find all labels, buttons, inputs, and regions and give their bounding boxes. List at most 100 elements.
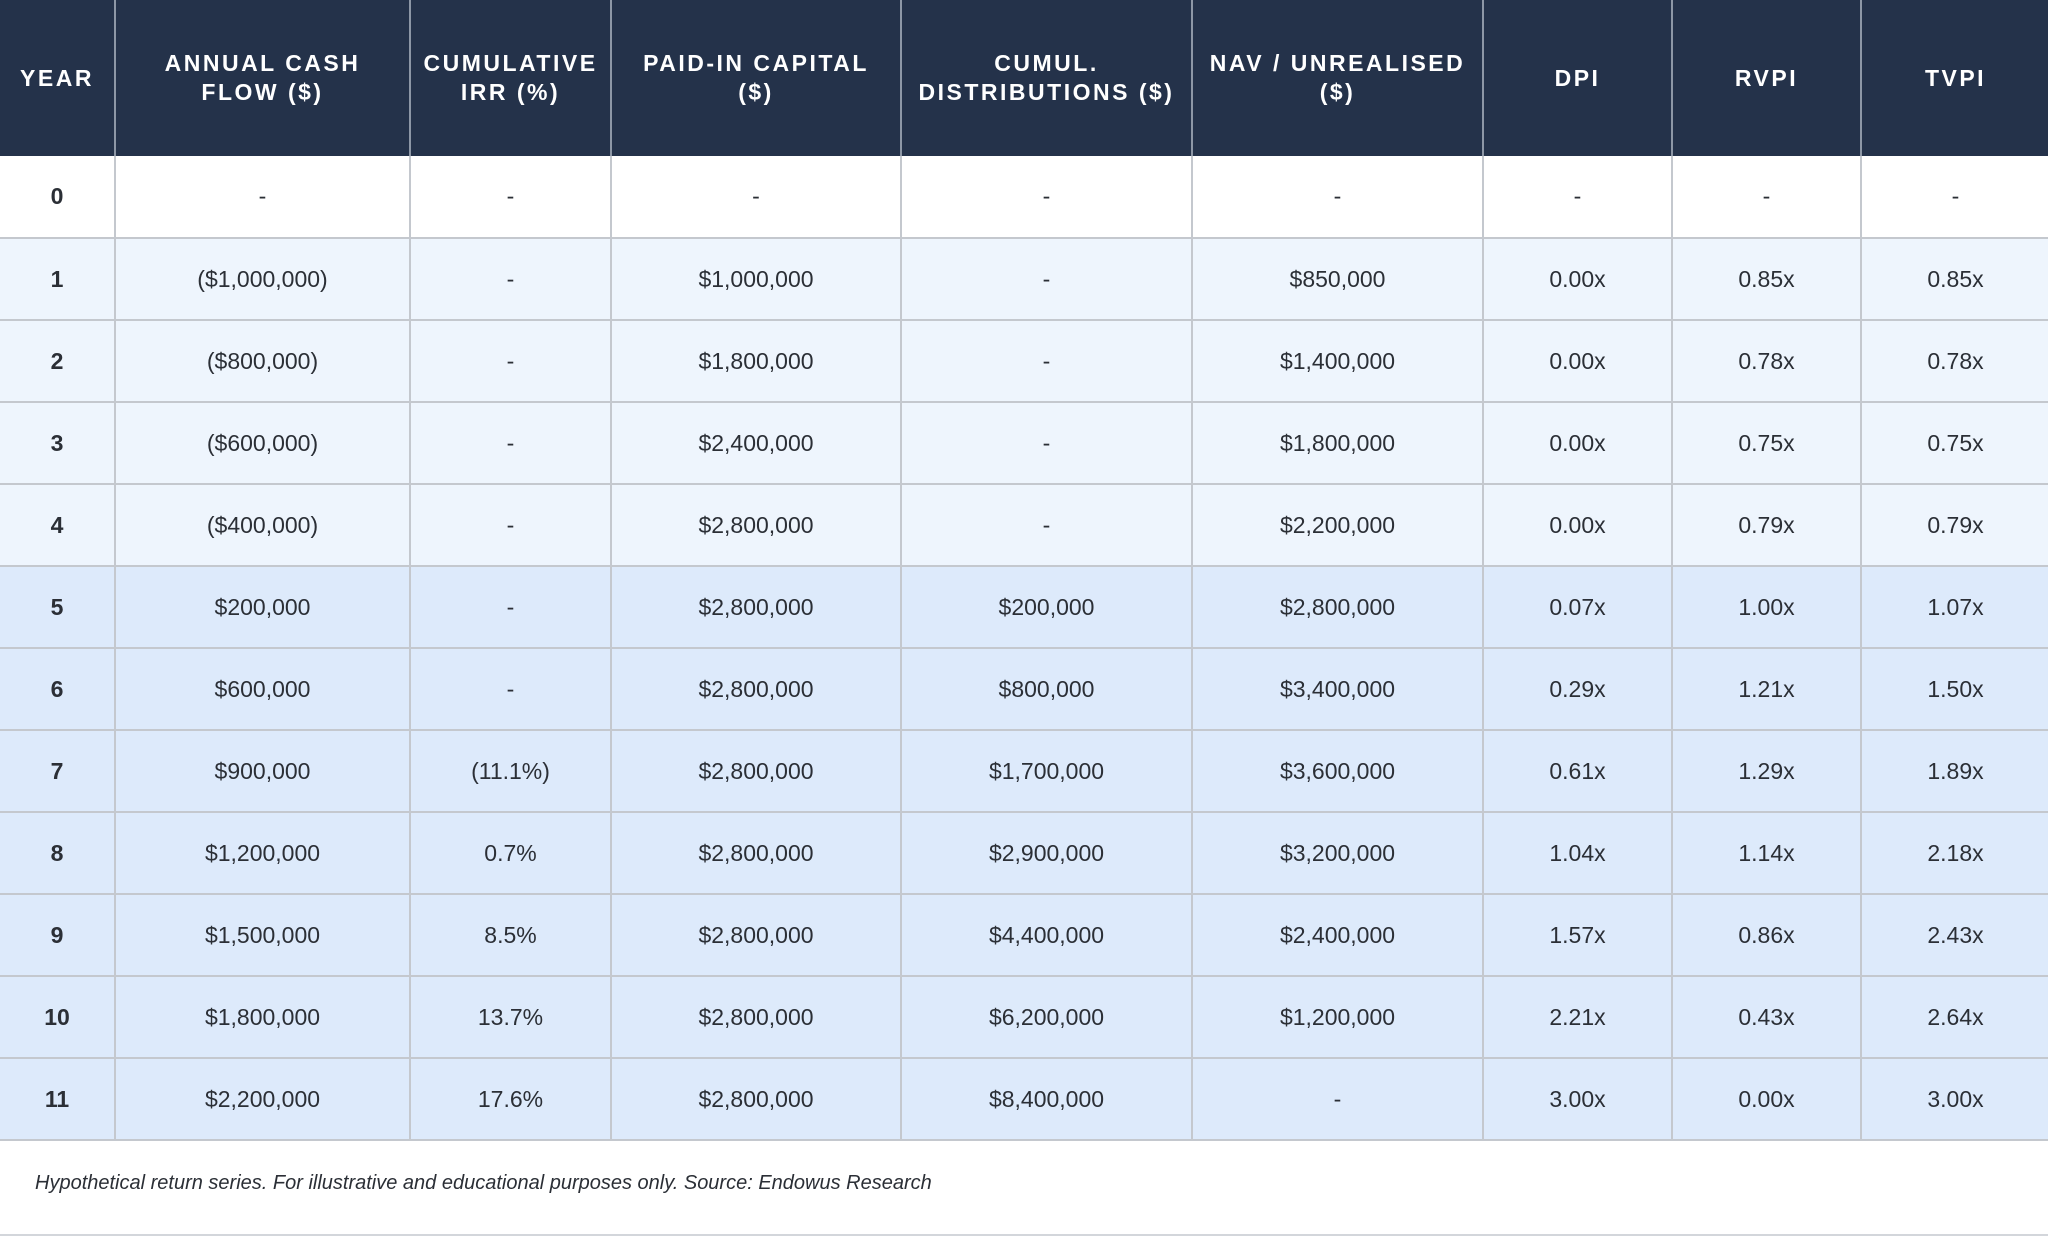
cell-dpi: 1.57x	[1483, 894, 1673, 977]
footnote: Hypothetical return series. For illustra…	[35, 1172, 932, 1194]
cell-cumulative-irr: -	[410, 320, 612, 403]
cell-dpi: 0.00x	[1483, 484, 1673, 567]
header-dpi: DPI	[1483, 0, 1673, 156]
table-row: 2 ($800,000) - $1,800,000 - $1,400,000 0…	[0, 320, 2048, 403]
cell-annual-cash-flow: $200,000	[115, 566, 411, 649]
table-row: 5 $200,000 - $2,800,000 $200,000 $2,800,…	[0, 566, 2048, 649]
cell-year: 10	[0, 976, 116, 1059]
cell-nav-unrealised: $1,400,000	[1192, 320, 1484, 403]
cell-rvpi: 0.79x	[1672, 484, 1862, 567]
cell-paid-in-capital: $2,800,000	[611, 484, 902, 567]
cell-paid-in-capital: $2,800,000	[611, 730, 902, 813]
table-row: 1 ($1,000,000) - $1,000,000 - $850,000 0…	[0, 238, 2048, 321]
cell-nav-unrealised: $850,000	[1192, 238, 1484, 321]
cell-dpi: 0.61x	[1483, 730, 1673, 813]
cell-annual-cash-flow: -	[115, 156, 411, 239]
cell-dpi: 1.04x	[1483, 812, 1673, 895]
table-row: 6 $600,000 - $2,800,000 $800,000 $3,400,…	[0, 648, 2048, 731]
cell-cumulative-irr: (11.1%)	[410, 730, 612, 813]
header-year: YEAR	[0, 0, 116, 156]
cell-nav-unrealised: $2,800,000	[1192, 566, 1484, 649]
cell-paid-in-capital: -	[611, 156, 902, 239]
cell-cumulative-irr: -	[410, 484, 612, 567]
cell-paid-in-capital: $2,800,000	[611, 1058, 902, 1141]
cell-paid-in-capital: $2,800,000	[611, 976, 902, 1059]
cell-year: 9	[0, 894, 116, 977]
cell-cumulative-distributions: $4,400,000	[901, 894, 1193, 977]
cell-tvpi: 2.43x	[1861, 894, 2048, 977]
cell-cumulative-distributions: $2,900,000	[901, 812, 1193, 895]
cell-nav-unrealised: $2,200,000	[1192, 484, 1484, 567]
cell-year: 5	[0, 566, 116, 649]
cell-tvpi: 2.64x	[1861, 976, 2048, 1059]
cell-cumulative-irr: -	[410, 566, 612, 649]
header-rvpi: RVPI	[1672, 0, 1862, 156]
cell-year: 7	[0, 730, 116, 813]
cell-dpi: 0.29x	[1483, 648, 1673, 731]
header-nav-unrealised: NAV / UNREALISED ($)	[1192, 0, 1484, 156]
cell-tvpi: 0.85x	[1861, 238, 2048, 321]
cell-annual-cash-flow: $1,500,000	[115, 894, 411, 977]
cell-dpi: -	[1483, 156, 1673, 239]
cell-tvpi: 3.00x	[1861, 1058, 2048, 1141]
cash-flow-returns-table: YEAR ANNUAL CASH FLOW ($) CUMULATIVE IRR…	[0, 0, 2048, 1141]
cell-nav-unrealised: -	[1192, 156, 1484, 239]
cell-dpi: 0.07x	[1483, 566, 1673, 649]
cell-cumulative-irr: 13.7%	[410, 976, 612, 1059]
cell-cumulative-irr: -	[410, 648, 612, 731]
cell-rvpi: 1.00x	[1672, 566, 1862, 649]
cell-tvpi: 2.18x	[1861, 812, 2048, 895]
header-tvpi: TVPI	[1861, 0, 2048, 156]
cell-cumulative-distributions: -	[901, 484, 1193, 567]
cell-rvpi: -	[1672, 156, 1862, 239]
cell-rvpi: 1.21x	[1672, 648, 1862, 731]
cell-year: 2	[0, 320, 116, 403]
table-row: 3 ($600,000) - $2,400,000 - $1,800,000 0…	[0, 402, 2048, 485]
cell-tvpi: 0.79x	[1861, 484, 2048, 567]
header-cumulative-distributions: CUMUL. DISTRIBUTIONS ($)	[901, 0, 1193, 156]
cell-nav-unrealised: $3,400,000	[1192, 648, 1484, 731]
table-row: 11 $2,200,000 17.6% $2,800,000 $8,400,00…	[0, 1058, 2048, 1141]
cell-cumulative-distributions: -	[901, 238, 1193, 321]
cell-cumulative-distributions: -	[901, 156, 1193, 239]
cell-annual-cash-flow: ($600,000)	[115, 402, 411, 485]
cell-cumulative-irr: -	[410, 238, 612, 321]
cell-tvpi: 1.50x	[1861, 648, 2048, 731]
cell-annual-cash-flow: $1,200,000	[115, 812, 411, 895]
cell-year: 1	[0, 238, 116, 321]
cell-rvpi: 0.43x	[1672, 976, 1862, 1059]
cell-paid-in-capital: $1,800,000	[611, 320, 902, 403]
cell-dpi: 0.00x	[1483, 402, 1673, 485]
cell-cumulative-distributions: $1,700,000	[901, 730, 1193, 813]
cell-rvpi: 1.29x	[1672, 730, 1862, 813]
header-paid-in-capital: PAID-IN CAPITAL ($)	[611, 0, 902, 156]
cell-annual-cash-flow: ($800,000)	[115, 320, 411, 403]
cell-annual-cash-flow: $1,800,000	[115, 976, 411, 1059]
cell-tvpi: 0.75x	[1861, 402, 2048, 485]
cell-year: 8	[0, 812, 116, 895]
bottom-divider	[0, 1234, 2048, 1236]
cell-year: 4	[0, 484, 116, 567]
cell-nav-unrealised: -	[1192, 1058, 1484, 1141]
cell-cumulative-distributions: $800,000	[901, 648, 1193, 731]
table-row: 8 $1,200,000 0.7% $2,800,000 $2,900,000 …	[0, 812, 2048, 895]
cell-nav-unrealised: $3,600,000	[1192, 730, 1484, 813]
table-row: 10 $1,800,000 13.7% $2,800,000 $6,200,00…	[0, 976, 2048, 1059]
cell-nav-unrealised: $1,800,000	[1192, 402, 1484, 485]
cell-year: 0	[0, 156, 116, 239]
cell-tvpi: 1.89x	[1861, 730, 2048, 813]
cell-cumulative-distributions: -	[901, 320, 1193, 403]
cell-paid-in-capital: $2,800,000	[611, 894, 902, 977]
cell-dpi: 0.00x	[1483, 320, 1673, 403]
cell-cumulative-irr: -	[410, 402, 612, 485]
header-cumulative-irr: CUMULATIVE IRR (%)	[410, 0, 612, 156]
cell-cumulative-distributions: $8,400,000	[901, 1058, 1193, 1141]
cell-nav-unrealised: $1,200,000	[1192, 976, 1484, 1059]
table-row: 4 ($400,000) - $2,800,000 - $2,200,000 0…	[0, 484, 2048, 567]
cell-rvpi: 1.14x	[1672, 812, 1862, 895]
cell-nav-unrealised: $3,200,000	[1192, 812, 1484, 895]
cell-cumulative-irr: 17.6%	[410, 1058, 612, 1141]
cell-tvpi: -	[1861, 156, 2048, 239]
cell-annual-cash-flow: $600,000	[115, 648, 411, 731]
header-annual-cash-flow: ANNUAL CASH FLOW ($)	[115, 0, 411, 156]
